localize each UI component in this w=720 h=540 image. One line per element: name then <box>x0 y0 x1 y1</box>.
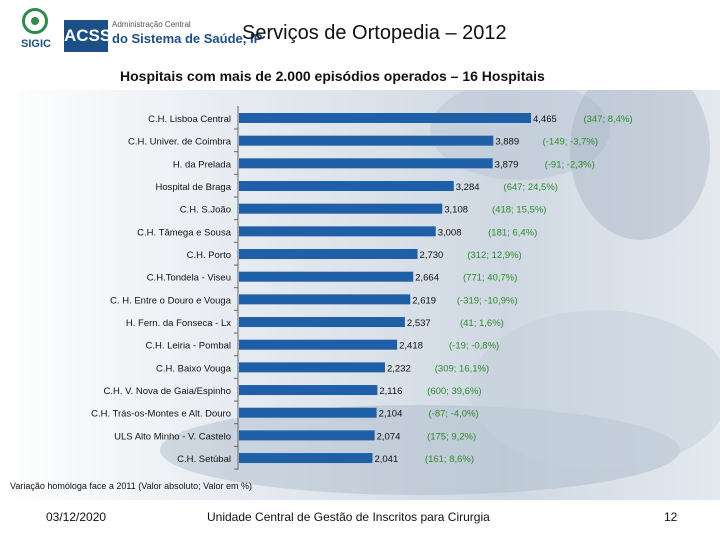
bar <box>239 430 375 441</box>
category-label: C.H. Baixo Vouga <box>156 363 232 374</box>
value-label: 2,418 <box>399 341 423 352</box>
variation-label: (309; 16,1%) <box>435 363 489 374</box>
variation-label: (161; 8,6%) <box>425 454 474 465</box>
variation-label: (175; 9,2%) <box>427 431 476 442</box>
variation-label: (-87; -4,0%) <box>429 409 479 420</box>
bar <box>239 317 405 328</box>
page-title: Serviços de Ortopedia – 2012 <box>242 22 507 44</box>
value-label: 2,041 <box>374 454 398 465</box>
variation-label: (600; 39,6%) <box>427 386 481 397</box>
category-label: C.H. Leiria - Pombal <box>145 341 231 352</box>
value-label: 3,108 <box>444 205 468 216</box>
category-label: C.H. Porto <box>187 250 231 261</box>
value-label: 3,879 <box>495 159 519 170</box>
bar <box>239 113 531 123</box>
chart-title: Hospitais com mais de 2.000 episódios op… <box>120 68 545 84</box>
slide-footer: 03/12/2020 Unidade Central de Gestão de … <box>0 500 720 540</box>
bar <box>239 339 398 350</box>
value-label: 3,889 <box>495 137 519 148</box>
category-label: H. da Prelada <box>173 159 232 170</box>
category-label: C.H.Tondela - Viseu <box>147 273 231 284</box>
bar <box>239 453 373 464</box>
value-label: 2,537 <box>407 318 431 329</box>
category-label: C.H. S.João <box>180 205 231 216</box>
variation-label: (-91; -2,3%) <box>545 159 595 170</box>
bar <box>239 226 436 237</box>
footer-date: 03/12/2020 <box>46 510 107 524</box>
value-label: 3,008 <box>438 227 462 238</box>
value-label: 3,284 <box>456 182 480 193</box>
bar <box>239 135 494 146</box>
variation-label: (181; 6,4%) <box>488 227 537 238</box>
value-label: 2,104 <box>379 409 403 420</box>
sigic-logo-text: SIGIC <box>21 38 51 50</box>
value-label: 2,074 <box>377 431 401 442</box>
category-label: C.H. Trás-os-Montes e Alt. Douro <box>91 409 231 420</box>
footer-unit-name: Unidade Central de Gestão de Inscritos p… <box>207 510 490 524</box>
value-label: 4,465 <box>533 114 557 125</box>
page-number: 12 <box>664 510 678 524</box>
category-label: C.H. Univer. de Coimbra <box>128 137 232 148</box>
variation-label: (771; 40,7%) <box>463 273 517 284</box>
category-label: Hospital de Braga <box>155 182 231 193</box>
bar <box>239 362 385 373</box>
variation-label: (312; 12,9%) <box>467 250 521 261</box>
category-label: C. H. Entre o Douro e Vouga <box>110 295 232 306</box>
value-label: 2,232 <box>387 363 411 374</box>
category-label: C.H. Lisboa Central <box>148 114 231 125</box>
variation-label: (647; 24,5%) <box>504 182 558 193</box>
variation-label: (-19; -0,8%) <box>449 341 499 352</box>
bar <box>239 181 454 192</box>
variation-label: (41; 1,6%) <box>460 318 504 329</box>
variation-label: (-149; -3,7%) <box>543 137 598 148</box>
variation-label: (418; 15,5%) <box>492 205 546 216</box>
acss-logo: ACSS Administração Central do Sistema de… <box>64 20 262 54</box>
variation-label: (-319; -10,9%) <box>457 295 518 306</box>
bar <box>239 294 411 305</box>
bar <box>239 203 443 214</box>
category-label: ULS Alto Minho - V. Castelo <box>114 431 231 442</box>
acss-logo-box: ACSS <box>64 20 111 52</box>
value-label: 2,730 <box>420 250 444 261</box>
category-label: C.H. Setúbal <box>177 454 231 465</box>
value-label: 2,664 <box>415 273 439 284</box>
category-label: C.H. Tâmega e Sousa <box>137 227 232 238</box>
sigic-logo: SIGIC <box>14 8 58 56</box>
acss-logo-line1: Administração Central <box>112 20 191 29</box>
acss-logo-line2: do Sistema de Saúde, IP <box>112 31 263 46</box>
value-label: 2,619 <box>412 295 436 306</box>
bar <box>239 385 378 396</box>
slide-header: SIGIC ACSS Administração Central do Sist… <box>0 0 720 62</box>
variation-label: (347; 8,4%) <box>583 114 632 125</box>
bar <box>239 249 418 260</box>
footnote: Variação homóloga face a 2011 (Valor abs… <box>10 481 252 491</box>
value-label: 2,116 <box>379 386 402 397</box>
bar <box>239 271 414 282</box>
category-label: C.H. V. Nova de Gaia/Espinho <box>104 386 231 397</box>
category-label: H. Fern. da Fonseca - Lx <box>126 318 231 329</box>
bar <box>239 407 377 418</box>
bar <box>239 158 493 169</box>
sigic-emblem-icon <box>22 8 48 34</box>
